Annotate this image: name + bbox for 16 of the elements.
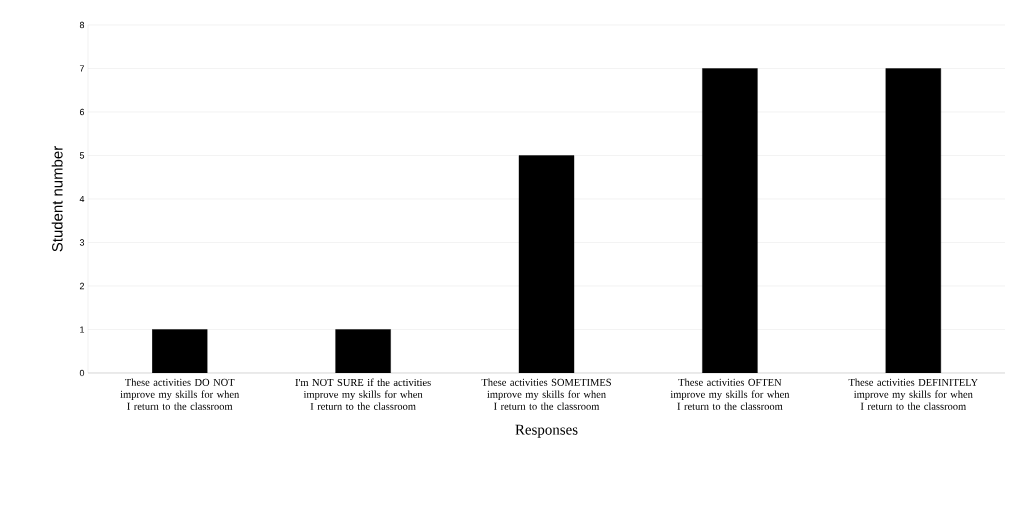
y-tick-label: 3 — [79, 239, 85, 246]
y-tick-label: 2 — [79, 282, 85, 290]
y-tick-label: 7 — [79, 65, 85, 72]
y-tick-label: 8 — [79, 21, 85, 29]
y-tick-label: 0 — [79, 369, 85, 377]
x-tick-label: I'm NOT SURE if the activities improve my skills for when I return to the classroom — [295, 378, 431, 410]
y-tick-label: 5 — [79, 152, 85, 159]
y-tick-label: 6 — [79, 108, 85, 116]
y-tick-label: 1 — [80, 326, 85, 333]
x-tick-label: These activities OFTEN improve my skills for when I return to the classroom — [670, 378, 790, 410]
x-tick-label: These activities SOMETIMES improve my skills for when I return to the classroom — [481, 378, 611, 410]
y-tick-label: 4 — [79, 195, 85, 203]
x-axis-title: Responses — [515, 424, 578, 438]
x-tick-label: These activities DO NOT improve my skills for when I return to the classroom — [120, 378, 240, 410]
x-tick-label: These activities DEFINITELY improve my skills for when I return to the classroom — [848, 378, 978, 410]
y-axis-title: Student number — [51, 146, 63, 252]
